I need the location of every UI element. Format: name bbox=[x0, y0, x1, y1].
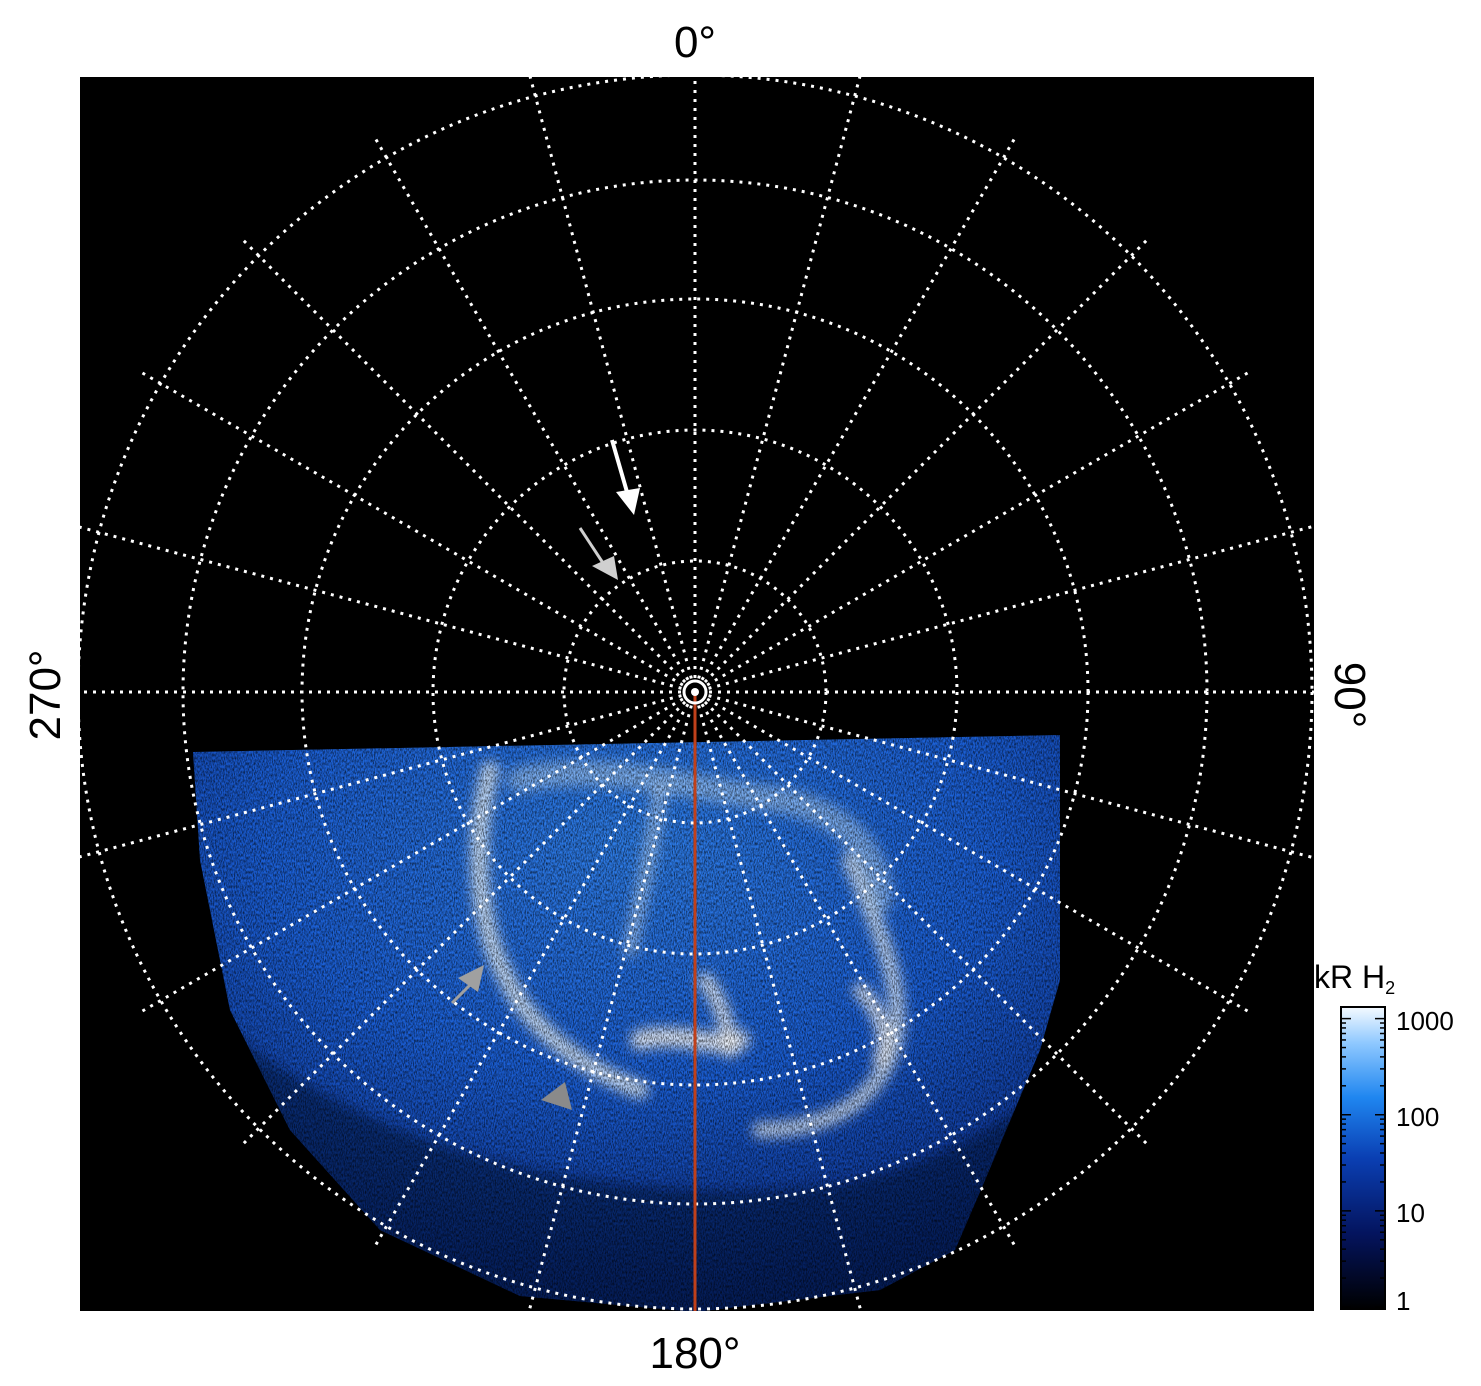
dark-gray-arrowhead-icon bbox=[541, 1082, 572, 1110]
label-0-deg: 0° bbox=[674, 18, 716, 67]
label-270-deg: 270° bbox=[21, 649, 70, 740]
colorbar-tick-100: 100 bbox=[1396, 1102, 1439, 1132]
label-90-deg: 90° bbox=[1325, 662, 1374, 729]
white-arrow-icon bbox=[610, 439, 640, 515]
colorbar-gradient bbox=[1340, 1006, 1386, 1310]
label-180-deg: 180° bbox=[649, 1329, 740, 1378]
colorbar-ticks bbox=[1341, 1017, 1385, 1308]
colorbar-tick-1: 1 bbox=[1396, 1286, 1410, 1316]
colorbar-title: kR H2 bbox=[1314, 959, 1395, 998]
pole-center-icon bbox=[691, 688, 699, 696]
colorbar: kR H2 1000 100 10 1 bbox=[1314, 959, 1454, 1316]
colorbar-tick-10: 10 bbox=[1396, 1198, 1425, 1228]
polar-grid bbox=[80, 77, 1314, 1311]
pole-marker-icon bbox=[682, 679, 708, 705]
annotation-arrows bbox=[450, 439, 640, 1110]
latitude-circle bbox=[431, 428, 959, 956]
gray-arrow-icon bbox=[450, 965, 484, 1005]
light-gray-arrow-icon bbox=[578, 527, 618, 580]
colorbar-tick-1000: 1000 bbox=[1396, 1006, 1454, 1036]
